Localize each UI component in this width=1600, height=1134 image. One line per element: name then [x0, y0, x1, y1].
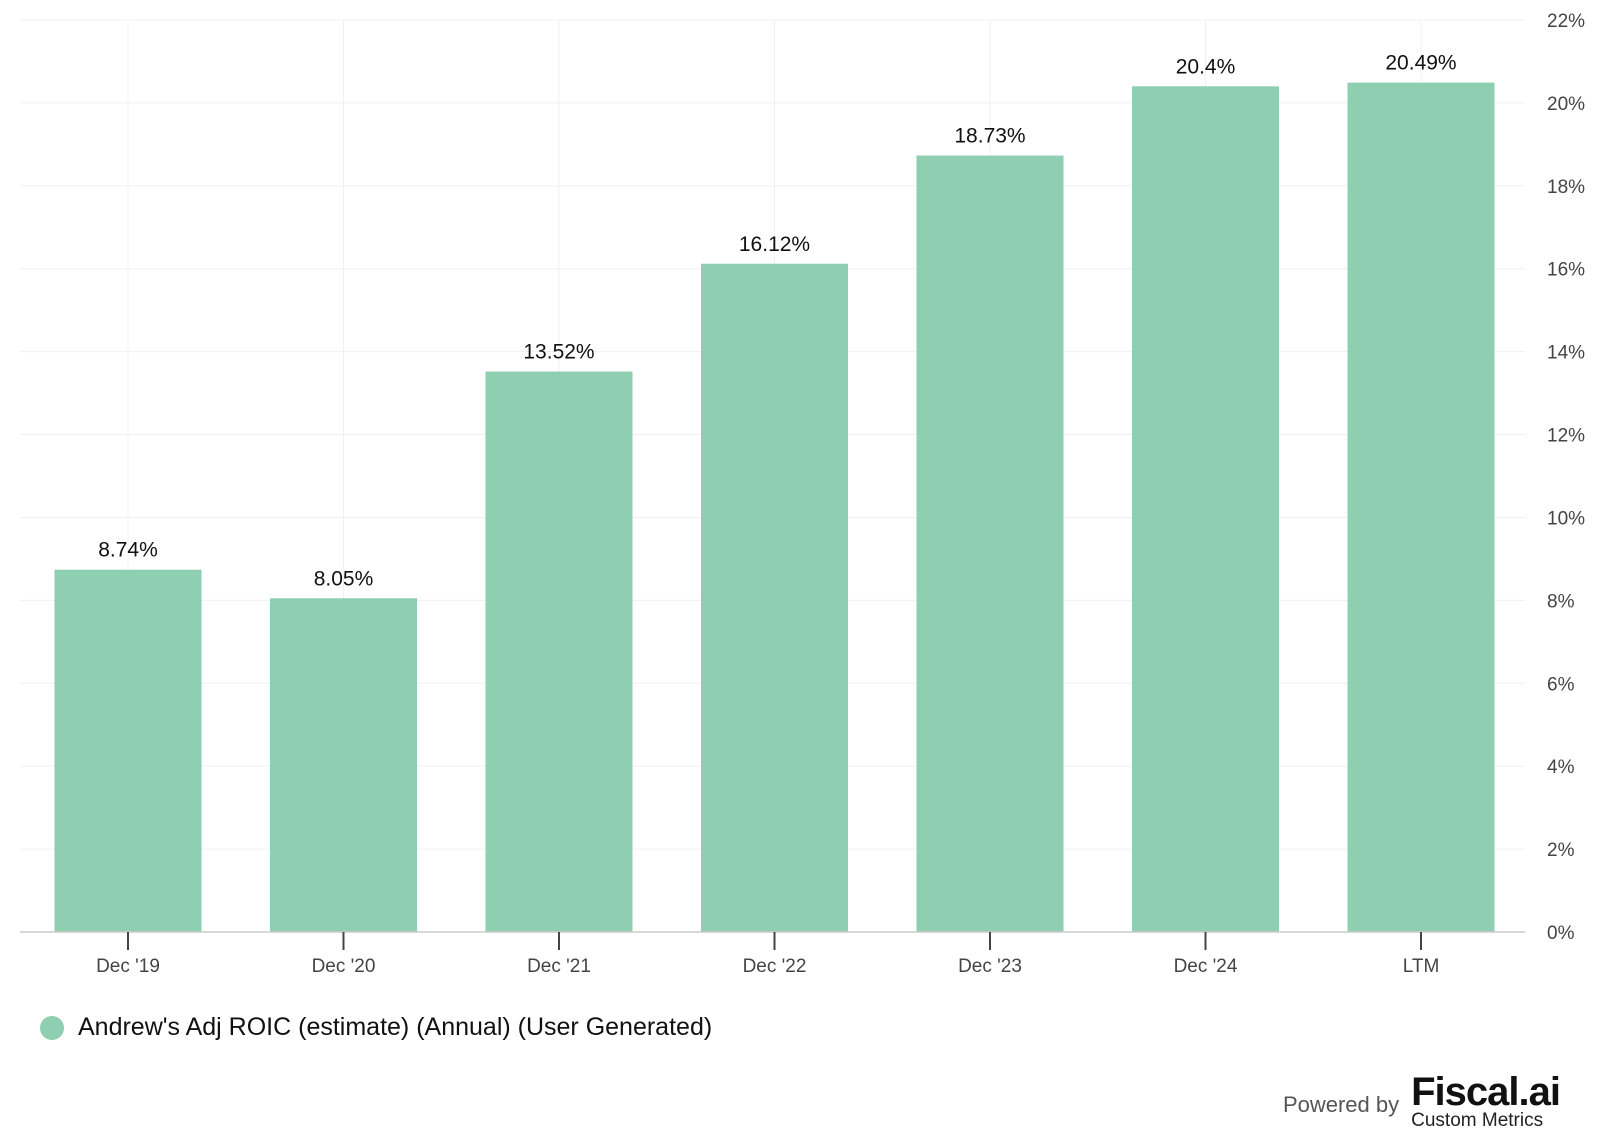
y-tick-label: 18% [1547, 177, 1585, 198]
x-tick-label: Dec '22 [743, 956, 807, 977]
bar-value-label: 8.05% [314, 567, 374, 590]
powered-by-branding: Powered by Fiscal.ai Custom Metrics [1282, 1070, 1561, 1132]
y-axis-ticks: 0% 2% 4% 6% 8% 10% 12% 14% 16% 18% 20% 22% [1547, 11, 1585, 944]
bar [916, 155, 1064, 932]
bars [54, 82, 1495, 933]
x-tick-label: Dec '23 [958, 956, 1022, 977]
y-tick-label: 6% [1547, 674, 1575, 695]
legend-marker [40, 1015, 64, 1040]
y-tick-label: 0% [1547, 923, 1575, 944]
y-tick-label: 20% [1547, 94, 1585, 115]
y-tick-label: 2% [1547, 840, 1575, 861]
brand-name: Fiscal.ai [1411, 1070, 1561, 1114]
x-tick-label: Dec '24 [1174, 956, 1238, 977]
bar [1132, 86, 1279, 932]
bar-value-label: 20.49% [1385, 52, 1456, 75]
x-tick-label: Dec '21 [527, 956, 591, 977]
bar-chart: 8.74%8.05%13.52%16.12%18.73%20.4% 20.49% … [20, 11, 1585, 977]
brand-logo: Fiscal.ai Custom Metrics [1411, 1070, 1561, 1132]
bar-value-label: 18.73% [954, 125, 1025, 148]
bar [1347, 82, 1495, 932]
bar [485, 371, 633, 932]
powered-by-text: Powered by [1282, 1092, 1400, 1117]
bar [54, 569, 202, 932]
bar-value-label: 16.12% [739, 233, 810, 256]
bar [701, 263, 848, 933]
x-tick-label: Dec '20 [312, 956, 376, 977]
bar-value-label: 13.52% [523, 341, 594, 364]
x-axis-ticks: Dec '19 Dec '20 Dec '21 Dec '22 Dec '23 Dec '… [96, 932, 1439, 977]
brand-subtitle: Custom Metrics [1411, 1110, 1544, 1131]
x-tick-label: Dec '19 [96, 956, 160, 977]
y-tick-label: 8% [1547, 591, 1575, 612]
y-tick-label: 10% [1547, 508, 1585, 529]
y-tick-label: 22% [1547, 11, 1585, 32]
bar-value-label: 20.4% [1176, 55, 1236, 78]
y-tick-label: 14% [1547, 343, 1585, 364]
y-tick-label: 16% [1547, 260, 1585, 281]
y-tick-label: 12% [1547, 426, 1585, 447]
legend-label: Andrew's Adj ROIC (estimate) (Annual) (U… [78, 1013, 713, 1041]
bar-value-label: 8.74% [98, 539, 158, 562]
data-labels: 8.74% 8.05% 13.52% 16.12% 18.73% 20.4% 20.49% [98, 52, 1456, 591]
legend: Andrew's Adj ROIC (estimate) (Annual) (U… [40, 1013, 712, 1042]
y-tick-label: 4% [1547, 757, 1575, 778]
bar [270, 598, 417, 932]
x-tick-label: LTM [1403, 956, 1440, 977]
